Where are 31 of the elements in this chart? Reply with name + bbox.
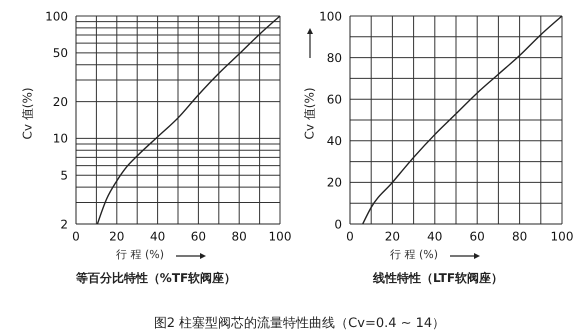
x-tick-label: 0 (72, 230, 80, 244)
y-tick-label: 20 (326, 176, 342, 190)
x-tick-label: 60 (190, 230, 206, 244)
x-tick-label: 0 (346, 230, 354, 244)
x-tick-label: 20 (384, 230, 400, 244)
y-tick-label: 40 (326, 134, 342, 148)
y-tick-label: 2 (60, 217, 68, 232)
x-tick-label: 60 (470, 230, 485, 244)
y-tick-label: 60 (326, 92, 342, 106)
y-axis-title: Cv 值(%) (302, 86, 318, 140)
y-tick-label: 100 (45, 9, 68, 24)
x-axis-title: 行 程 (%) (390, 247, 438, 262)
x-tick-label: 100 (550, 230, 574, 244)
x-tick-label: 40 (427, 230, 442, 244)
y-tick-label: 0 (334, 217, 342, 232)
text: 线性特性（LTF软阀座） (372, 270, 504, 287)
x-tick-label: 80 (512, 230, 528, 244)
y-tick-label: 10 (52, 132, 68, 146)
x-tick-label: 40 (150, 230, 166, 244)
x-tick-label: 80 (232, 230, 247, 244)
x-tick-label: 100 (268, 230, 292, 244)
y-tick-label: 100 (319, 9, 342, 24)
y-axis-title: Cv 值(%) (20, 86, 36, 140)
y-tick-label: 50 (52, 46, 68, 60)
caption: 图2 柱塞型阀芯的流量特性曲线（Cv=0.4 ~ 14） (152, 315, 446, 331)
y-tick-label: 80 (326, 50, 342, 65)
text: 等百分比特性（%TF软阀座） (74, 270, 238, 287)
x-axis-title: 行 程 (%) (116, 247, 164, 262)
y-tick-label: 5 (60, 168, 68, 183)
y-tick-label: 20 (52, 94, 68, 109)
x-tick-label: 20 (109, 230, 124, 244)
